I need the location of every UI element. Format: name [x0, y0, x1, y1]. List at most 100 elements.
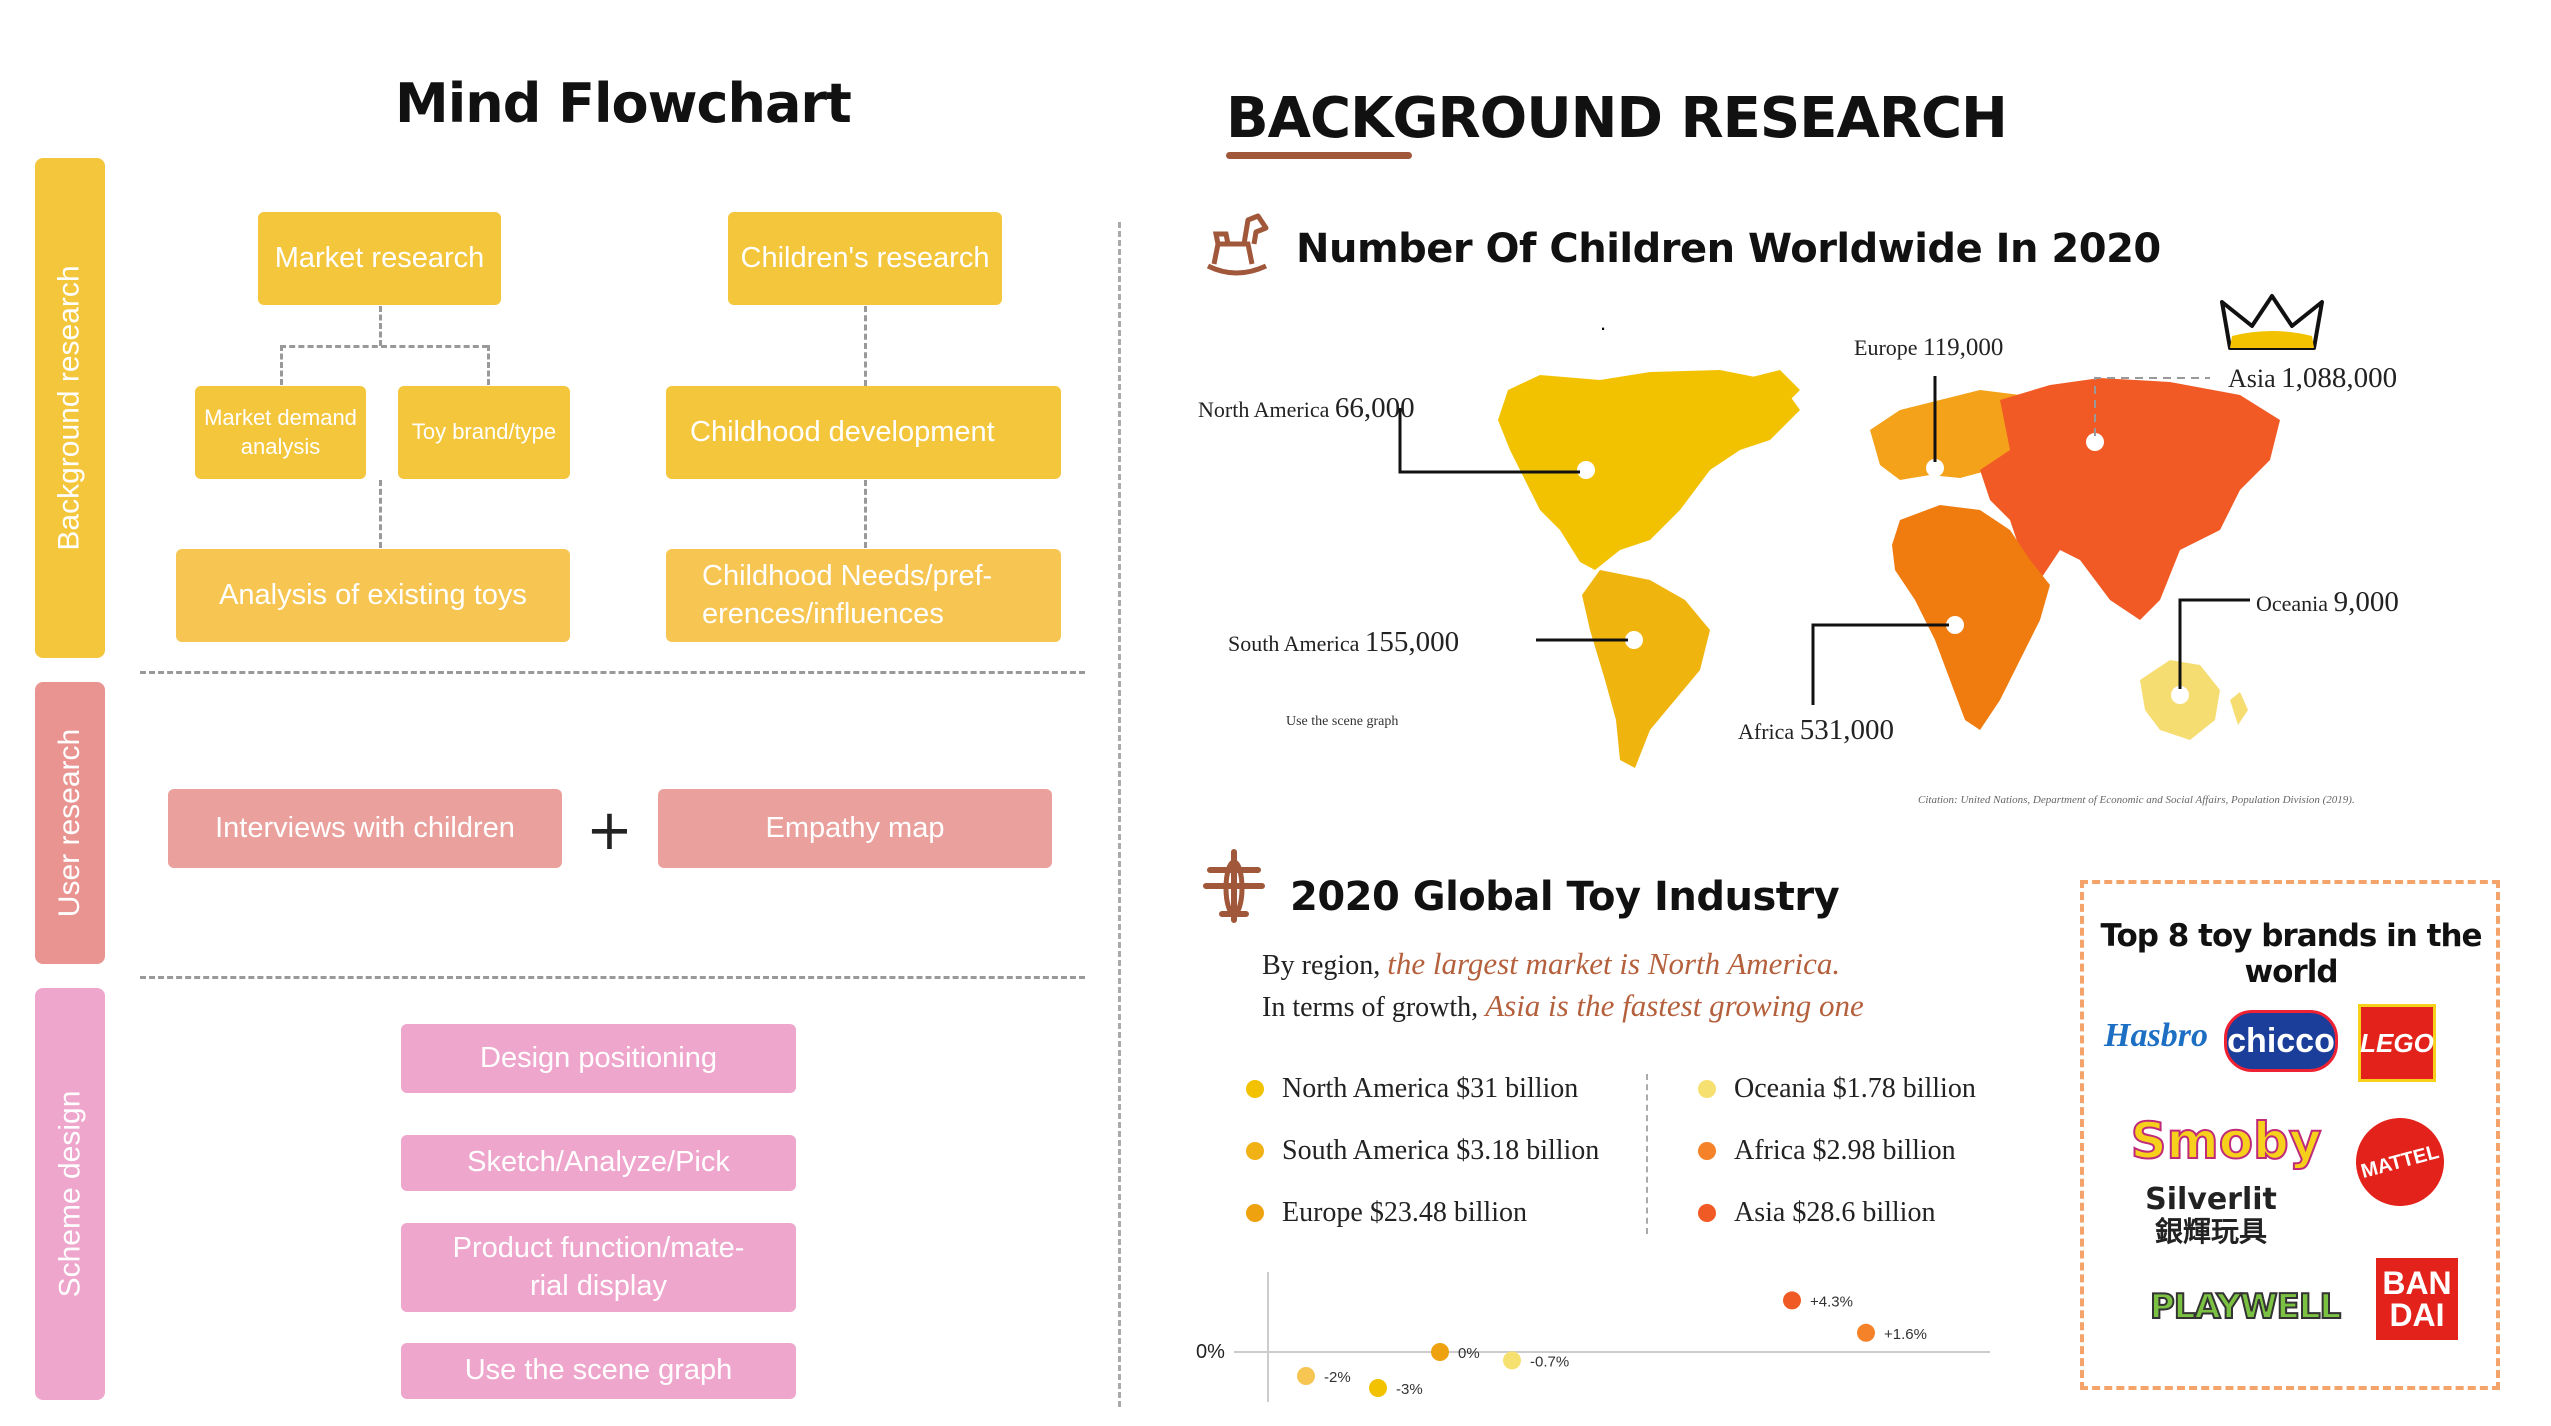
- silverlit-logo: Silverlit: [2145, 1181, 2277, 1217]
- growth-point: [1857, 1323, 1875, 1342]
- growth-point: [1369, 1379, 1387, 1397]
- growth-point: [1297, 1367, 1315, 1385]
- section-divider: [140, 671, 1085, 674]
- legend-dot: [1246, 1080, 1264, 1098]
- europe-dot: [1926, 459, 1944, 477]
- market-demand-box[interactable]: Market demand analysis: [195, 386, 366, 479]
- new-zealand-shape: [2230, 692, 2248, 725]
- section-label-user: User research: [35, 682, 105, 964]
- airplane-icon: [1203, 849, 1265, 923]
- asia-name: Asia: [2228, 364, 2276, 393]
- growth-point-label: -3%: [1396, 1381, 1423, 1398]
- design-positioning-box[interactable]: Design positioning: [401, 1024, 796, 1093]
- childhood-needs-box[interactable]: Childhood Needs/pref-erences/influences: [666, 549, 1061, 642]
- north-america-shape: [1498, 370, 1800, 570]
- silverlit-chinese-logo: 銀輝玩具: [2154, 1215, 2267, 1248]
- africa-label: Africa 531,000: [1738, 714, 1894, 747]
- europe-value: 119,000: [1923, 334, 2004, 361]
- toy-industry-title: 2020 Global Toy Industry: [1290, 874, 1840, 920]
- map-note: Use the scene graph: [1286, 714, 1399, 729]
- line2-emphasis: Asia is the fastest growing one: [1485, 988, 1864, 1023]
- growth-point-label: +4.3%: [1810, 1293, 1853, 1310]
- north-america-label: North America 66,000: [1198, 392, 1415, 425]
- line2-prefix: In terms of growth,: [1262, 992, 1479, 1023]
- south-america-value: 155,000: [1364, 626, 1460, 658]
- line1-prefix: By region,: [1262, 950, 1381, 981]
- legend-label: Asia $28.6 billion: [1734, 1197, 1936, 1228]
- section-label-background-text: Background research: [53, 265, 87, 551]
- africa-dot: [1946, 616, 1964, 634]
- asia-dot: [2086, 433, 2104, 451]
- growth-point-label: 0%: [1458, 1345, 1480, 1362]
- stray-dot: .: [1600, 310, 1607, 335]
- south-america-label: South America 155,000: [1228, 626, 1459, 659]
- section-label-scheme-text: Scheme design: [53, 1090, 87, 1298]
- rocking-horse-icon: [1206, 213, 1269, 276]
- connector: [379, 480, 382, 548]
- scene-graph-box[interactable]: Use the scene graph: [401, 1343, 796, 1399]
- legend-dot: [1698, 1142, 1716, 1160]
- sketch-box[interactable]: Sketch/Analyze/Pick: [401, 1135, 796, 1191]
- citation: Citation: United Nations, Department of …: [1918, 794, 2355, 806]
- oceania-label: Oceania 9,000: [2256, 586, 2399, 619]
- title-underline: [1226, 152, 1412, 159]
- north-america-value: 66,000: [1334, 392, 1415, 424]
- connector: [379, 306, 382, 346]
- asia-leader: [2094, 377, 2210, 436]
- hasbro-logo: Hasbro: [2104, 1017, 2208, 1054]
- connector: [864, 480, 867, 548]
- growth-point-label: +1.6%: [1884, 1326, 1927, 1343]
- bandai-logo: BAN DAI: [2376, 1258, 2458, 1340]
- south-america-shape: [1582, 570, 1710, 768]
- childrens-research-box[interactable]: Children's research: [728, 212, 1002, 305]
- product-function-box[interactable]: Product function/mate-rial display: [401, 1223, 796, 1312]
- section-divider: [140, 976, 1085, 979]
- legend-dot: [1246, 1204, 1264, 1222]
- legend-item: North America $31 billion: [1246, 1073, 1578, 1105]
- growth-point: [1503, 1351, 1521, 1370]
- research-title: BACKGROUND RESEARCH: [1226, 86, 2008, 151]
- legend-dot: [1246, 1142, 1264, 1160]
- flowchart-title: Mind Flowchart: [395, 72, 852, 135]
- section-label-background: Background research: [35, 158, 105, 658]
- childhood-development-box[interactable]: Childhood development: [666, 386, 1061, 479]
- toy-brand-box[interactable]: Toy brand/type: [398, 386, 570, 479]
- south-america-name: South America: [1228, 631, 1360, 656]
- section-label-user-text: User research: [53, 728, 86, 918]
- legend-item: Oceania $1.78 billion: [1698, 1073, 1976, 1105]
- asia-label: Asia 1,088,000: [2228, 362, 2397, 395]
- empathy-map-box[interactable]: Empathy map: [658, 789, 1052, 868]
- north-america-leader: [1398, 408, 1580, 474]
- oceania-leader: [2178, 598, 2250, 689]
- africa-name: Africa: [1738, 719, 1795, 744]
- growth-point: [1783, 1291, 1801, 1310]
- chart-zero-label: 0%: [1196, 1341, 1225, 1363]
- column-divider: [1118, 222, 1121, 1407]
- chicco-logo: chicco: [2224, 1010, 2338, 1072]
- growth-point-label: -0.7%: [1530, 1353, 1569, 1370]
- europe-name: Europe: [1854, 335, 1918, 360]
- legend-label: Oceania $1.78 billion: [1734, 1073, 1976, 1104]
- brands-title: Top 8 toy brands in the world: [2100, 918, 2482, 990]
- lego-logo: LEGO: [2358, 1004, 2436, 1082]
- section-label-scheme: Scheme design: [35, 988, 105, 1400]
- growth-point-label: -2%: [1324, 1369, 1351, 1386]
- oceania-name: Oceania: [2256, 591, 2329, 616]
- legend-label: North America $31 billion: [1282, 1073, 1579, 1104]
- bandai-bottom: DAI: [2389, 1297, 2445, 1333]
- oceania-value: 9,000: [2333, 586, 2399, 618]
- market-research-box[interactable]: Market research: [258, 212, 501, 305]
- europe-label: Europe 119,000: [1854, 334, 2003, 362]
- legend-dot: [1698, 1204, 1716, 1222]
- legend-label: Europe $23.48 billion: [1282, 1197, 1527, 1228]
- legend-item: South America $3.18 billion: [1246, 1135, 1599, 1167]
- analysis-toys-box[interactable]: Analysis of existing toys: [176, 549, 570, 642]
- legend-label: South America $3.18 billion: [1282, 1135, 1600, 1166]
- plus-sign: +: [586, 798, 633, 863]
- bandai-top: BAN: [2382, 1265, 2452, 1301]
- africa-shape: [1892, 505, 2050, 730]
- world-map: [1398, 370, 2280, 768]
- interviews-box[interactable]: Interviews with children: [168, 789, 562, 868]
- smoby-logo: Smoby: [2130, 1111, 2323, 1171]
- legend-dot: [1698, 1080, 1716, 1098]
